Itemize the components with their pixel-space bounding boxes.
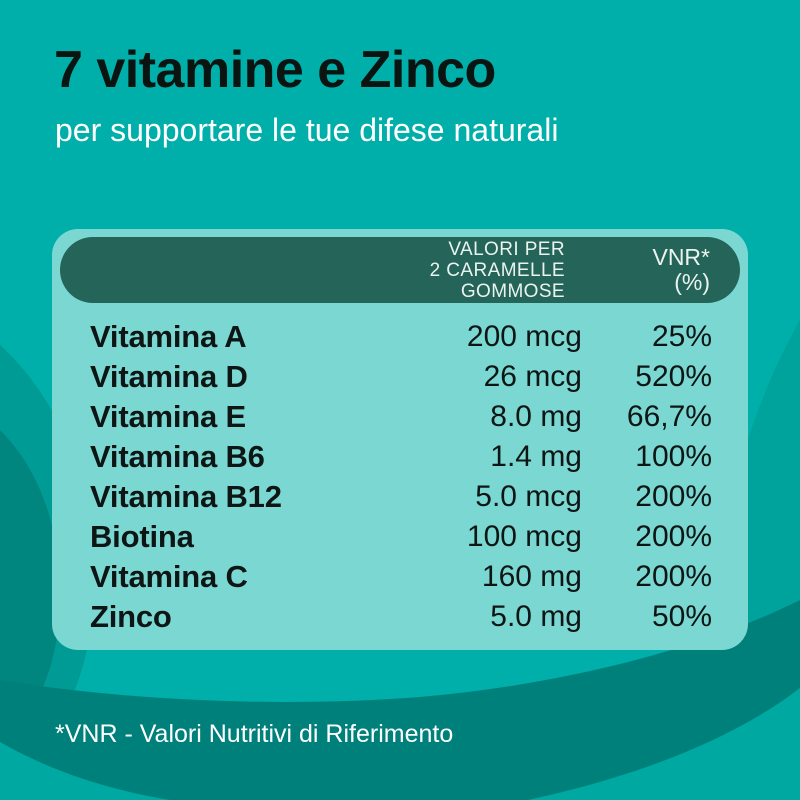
nutrient-name: Vitamina E xyxy=(90,399,246,434)
nutrient-name: Vitamina B6 xyxy=(90,439,265,474)
table-rows: Vitamina A 200 mcg 25% Vitamina D 26 mcg 520%… xyxy=(52,317,748,637)
swoosh-bottom-right-corner xyxy=(528,688,800,800)
nutrient-name: Zinco xyxy=(90,599,172,634)
nutrition-table: VALORI PER 2 CARAMELLE GOMMOSE VNR* (%) … xyxy=(52,229,748,650)
page-title: 7 vitamine e Zinco xyxy=(54,41,496,99)
nutrient-vnr-percent: 200% xyxy=(635,560,712,593)
nutrient-name: Vitamina B12 xyxy=(90,479,282,514)
table-row: Vitamina A 200 mcg 25% xyxy=(52,317,748,357)
nutrient-vnr-percent: 200% xyxy=(635,480,712,513)
nutrient-amount: 5.0 mg xyxy=(490,600,582,633)
swoosh-left-inner xyxy=(0,430,60,745)
nutrient-amount: 8.0 mg xyxy=(490,400,582,433)
nutrient-name: Vitamina D xyxy=(90,359,248,394)
table-row: Vitamina B12 5.0 mcg 200% xyxy=(52,477,748,517)
column-header-values: VALORI PER 2 CARAMELLE GOMMOSE xyxy=(429,238,565,302)
table-row: Vitamina B6 1.4 mg 100% xyxy=(52,437,748,477)
nutrient-name: Vitamina C xyxy=(90,559,248,594)
nutrient-name: Biotina xyxy=(90,519,194,554)
column-header-vnr: VNR* (%) xyxy=(652,244,710,295)
nutrient-amount: 26 mcg xyxy=(483,360,582,393)
nutrient-name: Vitamina A xyxy=(90,319,247,354)
nutrient-amount: 5.0 mcg xyxy=(475,480,582,513)
nutrient-vnr-percent: 100% xyxy=(635,440,712,473)
table-row: Zinco 5.0 mg 50% xyxy=(52,597,748,637)
nutrient-vnr-percent: 520% xyxy=(635,360,712,393)
page-subtitle: per supportare le tue difese naturali xyxy=(55,112,559,148)
nutrient-vnr-percent: 25% xyxy=(651,320,712,353)
vnr-footnote: *VNR - Valori Nutritivi di Riferimento xyxy=(55,720,454,748)
table-row: Vitamina C 160 mg 200% xyxy=(52,557,748,597)
nutrient-vnr-percent: 50% xyxy=(651,600,712,633)
nutrient-vnr-percent: 66,7% xyxy=(626,400,712,433)
nutrient-amount: 200 mcg xyxy=(466,320,582,353)
nutrient-amount: 160 mg xyxy=(481,560,582,593)
nutrition-table-header: VALORI PER 2 CARAMELLE GOMMOSE VNR* (%) xyxy=(60,237,740,303)
nutrient-amount: 1.4 mg xyxy=(490,440,582,473)
nutrient-vnr-percent: 200% xyxy=(635,520,712,553)
swoosh-bottom-band xyxy=(0,600,800,800)
swoosh-bottom-left-corner xyxy=(0,742,170,800)
table-row: Vitamina E 8.0 mg 66,7% xyxy=(52,397,748,437)
table-row: Biotina 100 mcg 200% xyxy=(52,517,748,557)
table-row: Vitamina D 26 mcg 520% xyxy=(52,357,748,397)
nutrient-amount: 100 mcg xyxy=(466,520,582,553)
